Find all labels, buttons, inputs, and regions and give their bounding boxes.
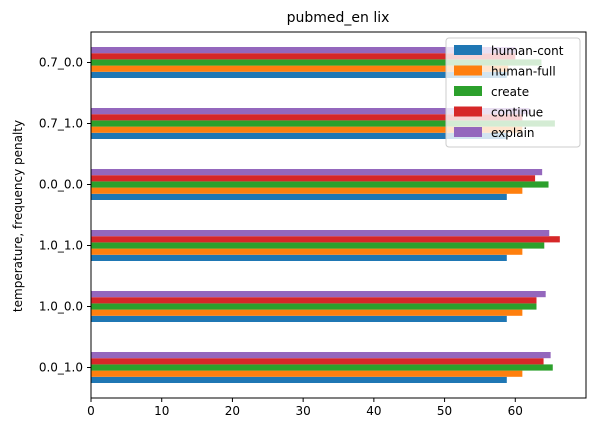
- y-tick-label: 0.7_0.0: [39, 56, 83, 70]
- bar-explain-0.7_1.0: [91, 108, 530, 115]
- bar-human-cont-0.0_0.0: [91, 193, 507, 200]
- bar-continue-1.0_1.0: [91, 236, 560, 243]
- bar-explain-1.0_1.0: [91, 230, 550, 237]
- bar-human-full-0.0_1.0: [91, 370, 523, 377]
- bar-human-full-0.7_1.0: [91, 126, 523, 133]
- bar-human-full-1.0_0.0: [91, 309, 523, 316]
- bar-human-cont-0.7_0.0: [91, 71, 507, 78]
- legend-swatch-human-full: [454, 65, 482, 76]
- y-tick-label: 0.0_0.0: [39, 178, 83, 192]
- bar-human-cont-0.0_1.0: [91, 376, 507, 383]
- x-tick-label: 60: [508, 404, 523, 418]
- legend: human-cont human-full create continue explai…: [445, 37, 581, 148]
- bar-explain-0.0_1.0: [91, 352, 551, 359]
- legend-swatch-create: [454, 86, 482, 96]
- legend-label-human-full: human-full: [491, 65, 556, 79]
- bar-human-cont-0.7_1.0: [91, 132, 507, 139]
- legend-swatch-human-cont: [454, 45, 482, 55]
- x-tick-label: 10: [154, 404, 169, 418]
- bar-create-1.0_0.0: [91, 303, 537, 310]
- x-tick-label: 40: [366, 404, 381, 418]
- bars-group: [91, 47, 560, 383]
- legend-label-human-cont: human-cont: [491, 44, 564, 58]
- x-tick-label: 0: [87, 404, 95, 418]
- bar-continue-0.0_0.0: [91, 175, 536, 182]
- bar-create-0.0_0.0: [91, 181, 549, 188]
- axes-group: 0 10 20 30 40 50 60 0.7_0.0 0.7_1.0 0.0_0.0 1.0_1.…: [39, 31, 587, 418]
- bar-human-full-1.0_1.0: [91, 248, 523, 255]
- x-tick-label: 30: [296, 404, 311, 418]
- y-axis-label: temperature, frequency penalty: [11, 120, 25, 312]
- legend-box: [445, 37, 581, 148]
- bar-explain-0.0_0.0: [91, 169, 543, 176]
- bar-create-0.7_0.0: [91, 59, 542, 66]
- y-tick-label: 1.0_0.0: [39, 300, 83, 314]
- chart-title: pubmed_en lix: [287, 10, 390, 26]
- bar-explain-1.0_0.0: [91, 291, 546, 298]
- bar-create-0.0_1.0: [91, 364, 553, 371]
- bar-create-1.0_1.0: [91, 242, 545, 249]
- x-tick-label: 50: [437, 404, 452, 418]
- plot-frame: [90, 31, 587, 399]
- bar-human-full-0.7_0.0: [91, 65, 509, 72]
- bar-human-full-0.0_0.0: [91, 187, 523, 194]
- legend-swatch-continue: [454, 106, 482, 117]
- bar-explain-0.7_0.0: [91, 47, 516, 54]
- bar-create-0.7_1.0: [91, 120, 555, 127]
- bar-continue-1.0_0.0: [91, 297, 537, 304]
- bar-human-cont-1.0_0.0: [91, 315, 507, 322]
- legend-swatch-explain: [454, 127, 482, 137]
- bar-human-cont-1.0_1.0: [91, 254, 507, 261]
- y-tick-label: 0.7_1.0: [39, 117, 83, 131]
- bar-continue-0.7_1.0: [91, 114, 523, 121]
- x-tick-label: 20: [225, 404, 240, 418]
- legend-label-create: create: [491, 85, 529, 99]
- bar-continue-0.0_1.0: [91, 358, 544, 365]
- y-tick-label: 1.0_1.0: [39, 239, 83, 253]
- legend-label-continue: continue: [491, 106, 543, 120]
- bar-continue-0.7_0.0: [91, 53, 516, 60]
- legend-label-explain: explain: [491, 126, 535, 140]
- y-tick-label: 0.0_1.0: [39, 361, 83, 375]
